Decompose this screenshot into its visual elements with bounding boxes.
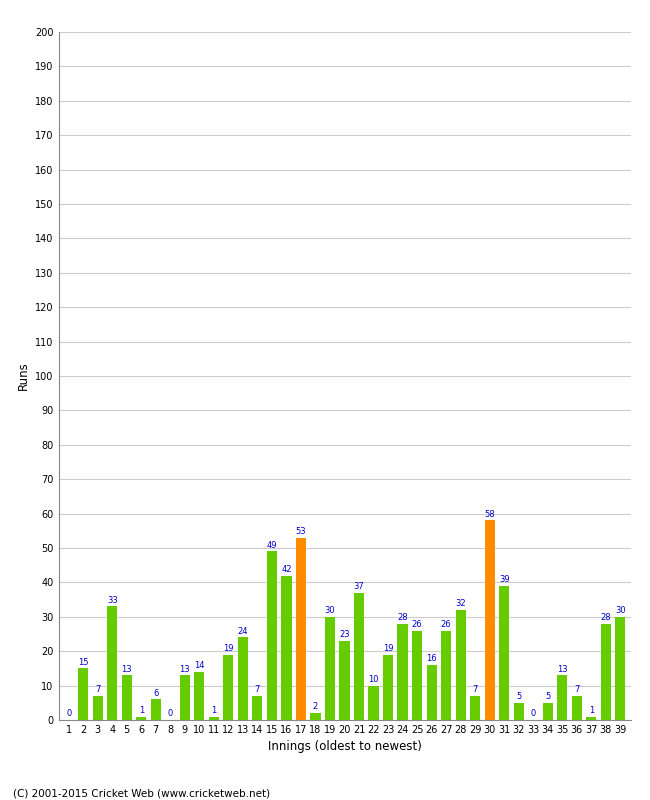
Bar <box>194 672 204 720</box>
Text: 0: 0 <box>66 710 72 718</box>
Bar <box>179 675 190 720</box>
Text: 2: 2 <box>313 702 318 711</box>
Bar <box>557 675 567 720</box>
Text: 23: 23 <box>339 630 350 639</box>
Text: 19: 19 <box>383 644 393 653</box>
Text: 14: 14 <box>194 661 205 670</box>
Bar <box>107 606 117 720</box>
Text: (C) 2001-2015 Cricket Web (www.cricketweb.net): (C) 2001-2015 Cricket Web (www.cricketwe… <box>13 788 270 798</box>
Bar <box>485 521 495 720</box>
Bar <box>267 551 277 720</box>
Bar <box>296 538 306 720</box>
Text: 1: 1 <box>589 706 594 715</box>
Text: 53: 53 <box>296 527 306 536</box>
Text: 16: 16 <box>426 654 437 663</box>
Y-axis label: Runs: Runs <box>17 362 30 390</box>
Bar <box>426 665 437 720</box>
Text: 5: 5 <box>516 692 521 701</box>
Bar <box>252 696 263 720</box>
Bar <box>281 575 291 720</box>
Text: 7: 7 <box>473 685 478 694</box>
Bar <box>369 686 378 720</box>
Text: 30: 30 <box>615 606 626 615</box>
Bar <box>78 669 88 720</box>
Bar <box>151 699 161 720</box>
Bar <box>456 610 465 720</box>
Text: 42: 42 <box>281 565 292 574</box>
Bar <box>224 654 233 720</box>
Text: 26: 26 <box>441 620 452 629</box>
Text: 7: 7 <box>255 685 260 694</box>
Text: 13: 13 <box>179 665 190 674</box>
Text: 30: 30 <box>324 606 335 615</box>
Text: 0: 0 <box>168 710 173 718</box>
Bar <box>572 696 582 720</box>
Text: 15: 15 <box>78 658 88 666</box>
Bar <box>339 641 350 720</box>
X-axis label: Innings (oldest to newest): Innings (oldest to newest) <box>268 741 421 754</box>
Bar <box>514 702 524 720</box>
Bar <box>499 586 510 720</box>
Bar <box>616 617 625 720</box>
Bar <box>412 630 422 720</box>
Text: 5: 5 <box>545 692 551 701</box>
Text: 39: 39 <box>499 575 510 584</box>
Bar <box>209 717 219 720</box>
Text: 7: 7 <box>574 685 579 694</box>
Bar <box>601 624 611 720</box>
Text: 0: 0 <box>530 710 536 718</box>
Bar <box>383 654 393 720</box>
Bar <box>543 702 553 720</box>
Bar <box>586 717 597 720</box>
Text: 24: 24 <box>238 626 248 636</box>
Text: 49: 49 <box>266 541 277 550</box>
Bar <box>354 593 364 720</box>
Text: 1: 1 <box>138 706 144 715</box>
Text: 28: 28 <box>397 613 408 622</box>
Bar <box>398 624 408 720</box>
Text: 26: 26 <box>412 620 423 629</box>
Bar <box>311 713 320 720</box>
Bar <box>325 617 335 720</box>
Text: 6: 6 <box>153 689 159 698</box>
Text: 33: 33 <box>107 596 118 605</box>
Text: 7: 7 <box>95 685 100 694</box>
Bar <box>122 675 132 720</box>
Text: 13: 13 <box>122 665 132 674</box>
Text: 13: 13 <box>557 665 567 674</box>
Text: 1: 1 <box>211 706 216 715</box>
Bar <box>441 630 451 720</box>
Text: 32: 32 <box>456 599 466 608</box>
Bar <box>92 696 103 720</box>
Text: 19: 19 <box>223 644 233 653</box>
Bar <box>238 638 248 720</box>
Bar <box>136 717 146 720</box>
Text: 28: 28 <box>601 613 611 622</box>
Text: 37: 37 <box>354 582 365 591</box>
Text: 10: 10 <box>369 675 379 684</box>
Text: 58: 58 <box>484 510 495 518</box>
Bar <box>470 696 480 720</box>
